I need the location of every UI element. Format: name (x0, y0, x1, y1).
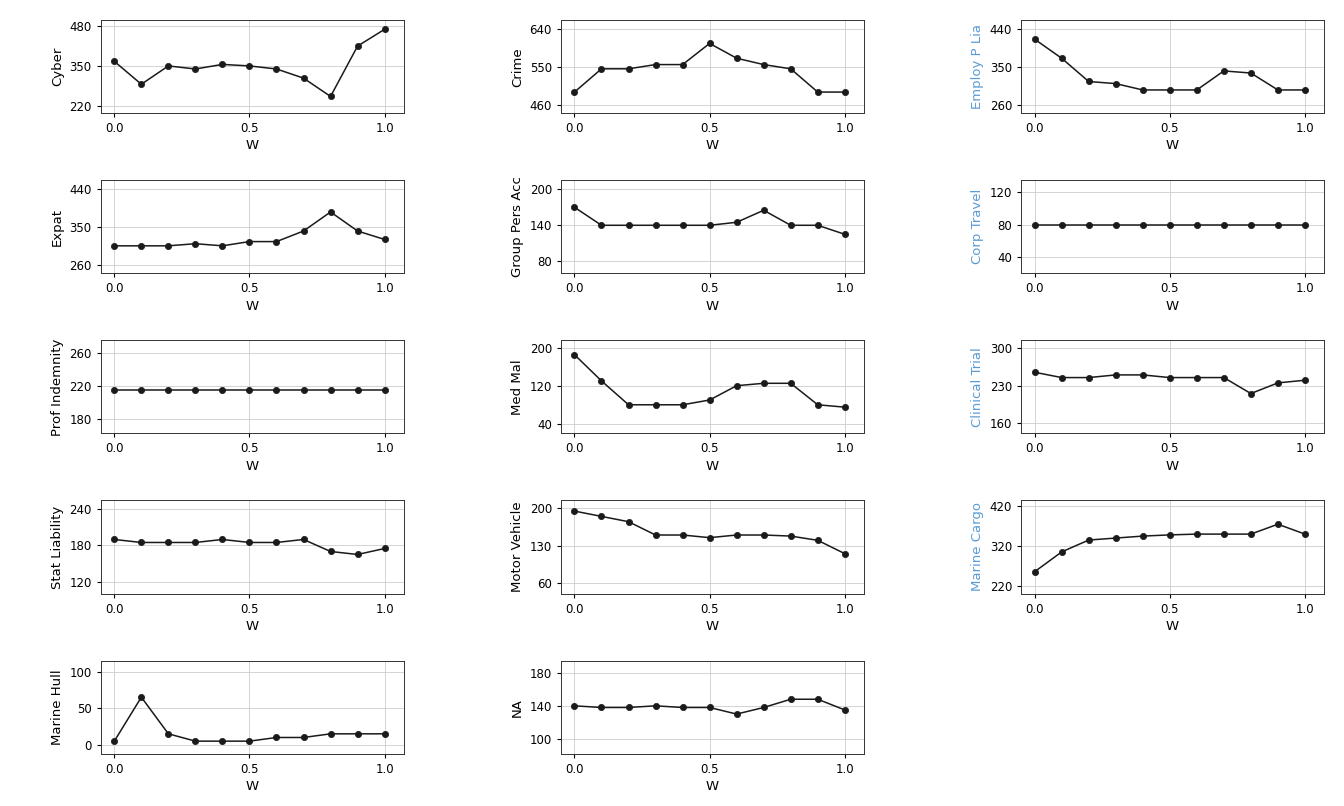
Y-axis label: Motor Vehicle: Motor Vehicle (511, 501, 524, 592)
X-axis label: W: W (246, 779, 259, 793)
X-axis label: W: W (246, 459, 259, 472)
X-axis label: W: W (1165, 300, 1179, 313)
Y-axis label: Stat Liability: Stat Liability (51, 505, 65, 588)
X-axis label: W: W (246, 300, 259, 313)
X-axis label: W: W (706, 459, 719, 472)
Y-axis label: Corp Travel: Corp Travel (972, 189, 984, 264)
X-axis label: W: W (706, 300, 719, 313)
Y-axis label: Med Mal: Med Mal (511, 359, 524, 415)
Y-axis label: Expat: Expat (51, 208, 65, 246)
X-axis label: W: W (706, 620, 719, 633)
Y-axis label: Cyber: Cyber (51, 47, 65, 86)
Y-axis label: Marine Cargo: Marine Cargo (972, 502, 984, 592)
X-axis label: W: W (1165, 459, 1179, 472)
Y-axis label: NA: NA (511, 698, 524, 717)
Y-axis label: Marine Hull: Marine Hull (51, 669, 65, 745)
X-axis label: W: W (706, 779, 719, 793)
Y-axis label: Crime: Crime (511, 47, 524, 86)
Y-axis label: Group Pers Acc: Group Pers Acc (511, 177, 524, 277)
X-axis label: W: W (246, 620, 259, 633)
X-axis label: W: W (246, 139, 259, 152)
Y-axis label: Employ P Lia: Employ P Lia (972, 24, 984, 109)
X-axis label: W: W (1165, 139, 1179, 152)
X-axis label: W: W (1165, 620, 1179, 633)
Y-axis label: Prof Indemnity: Prof Indemnity (51, 339, 65, 435)
X-axis label: W: W (706, 139, 719, 152)
Y-axis label: Clinical Trial: Clinical Trial (972, 347, 984, 426)
